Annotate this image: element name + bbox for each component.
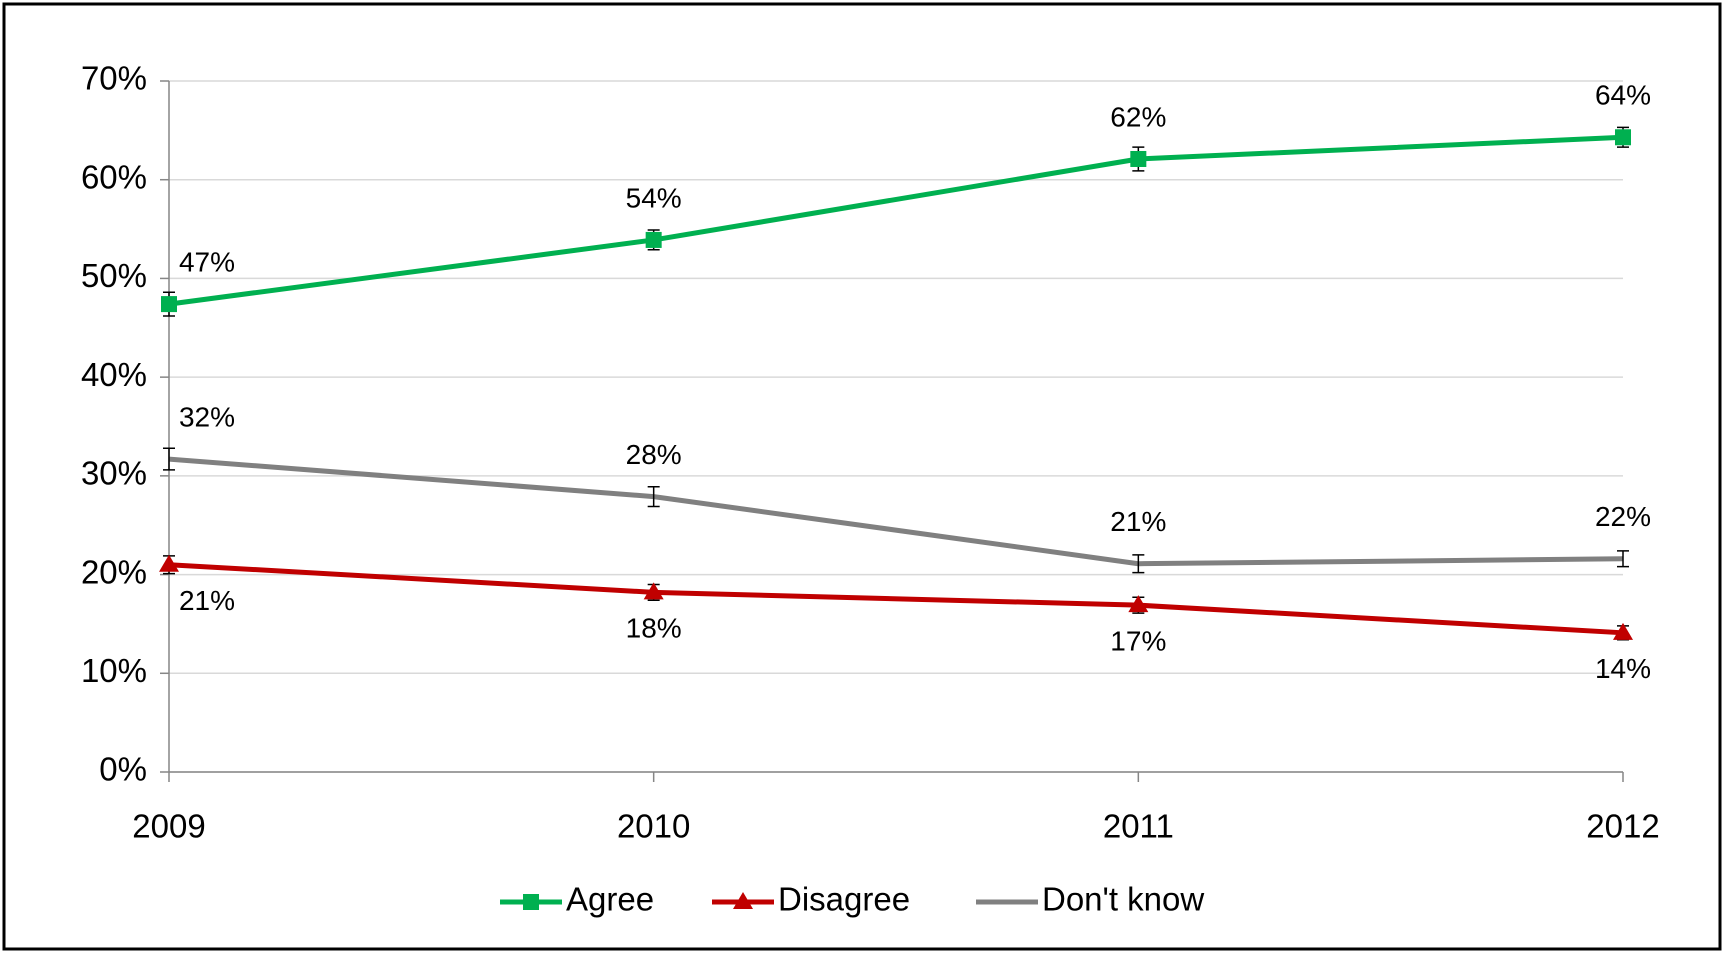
marker [1615,129,1631,146]
marker [645,231,662,248]
error-bar [1132,554,1145,574]
x-tick-label: 2010 [617,808,690,845]
x-tick-label: 2009 [132,808,205,845]
y-tick-label: 40% [81,356,147,393]
data-label: 14% [1595,653,1651,684]
data-label: 17% [1110,626,1166,657]
y-tick-label: 60% [81,158,147,195]
marker [643,582,664,600]
data-label: 64% [1595,80,1651,111]
data-label: 47% [179,246,235,277]
marker [1130,150,1147,167]
marker [159,554,179,572]
marker [1613,622,1633,640]
x-tick-label: 2011 [1103,808,1174,845]
legend-label: Agree [566,881,654,918]
series-line [168,456,1624,567]
data-label: 28% [626,439,682,470]
y-tick-label: 70% [81,60,147,97]
error-bar [1617,550,1629,568]
y-tick-label: 10% [81,652,147,689]
data-label: 18% [626,613,682,644]
y-tick-label: 0% [99,751,147,788]
legend-label: Disagree [778,881,910,918]
data-label: 54% [626,182,682,213]
y-tick-label: 50% [81,257,147,294]
y-tick-label: 30% [81,455,147,492]
x-tick-label: 2012 [1586,808,1659,845]
error-bar [647,485,660,508]
marker [161,296,177,313]
legend-marker [523,894,539,910]
data-label: 22% [1595,501,1651,532]
legend-marker [733,892,753,909]
data-label: 21% [1110,506,1166,537]
series-line [168,134,1624,307]
error-bar [163,447,175,471]
legend-label: Don't know [1042,881,1204,918]
series-line [168,562,1624,636]
marker [1128,595,1149,613]
data-label: 21% [179,585,235,616]
data-label: 62% [1110,101,1166,132]
data-label: 32% [179,401,235,432]
y-tick-label: 20% [81,553,147,590]
